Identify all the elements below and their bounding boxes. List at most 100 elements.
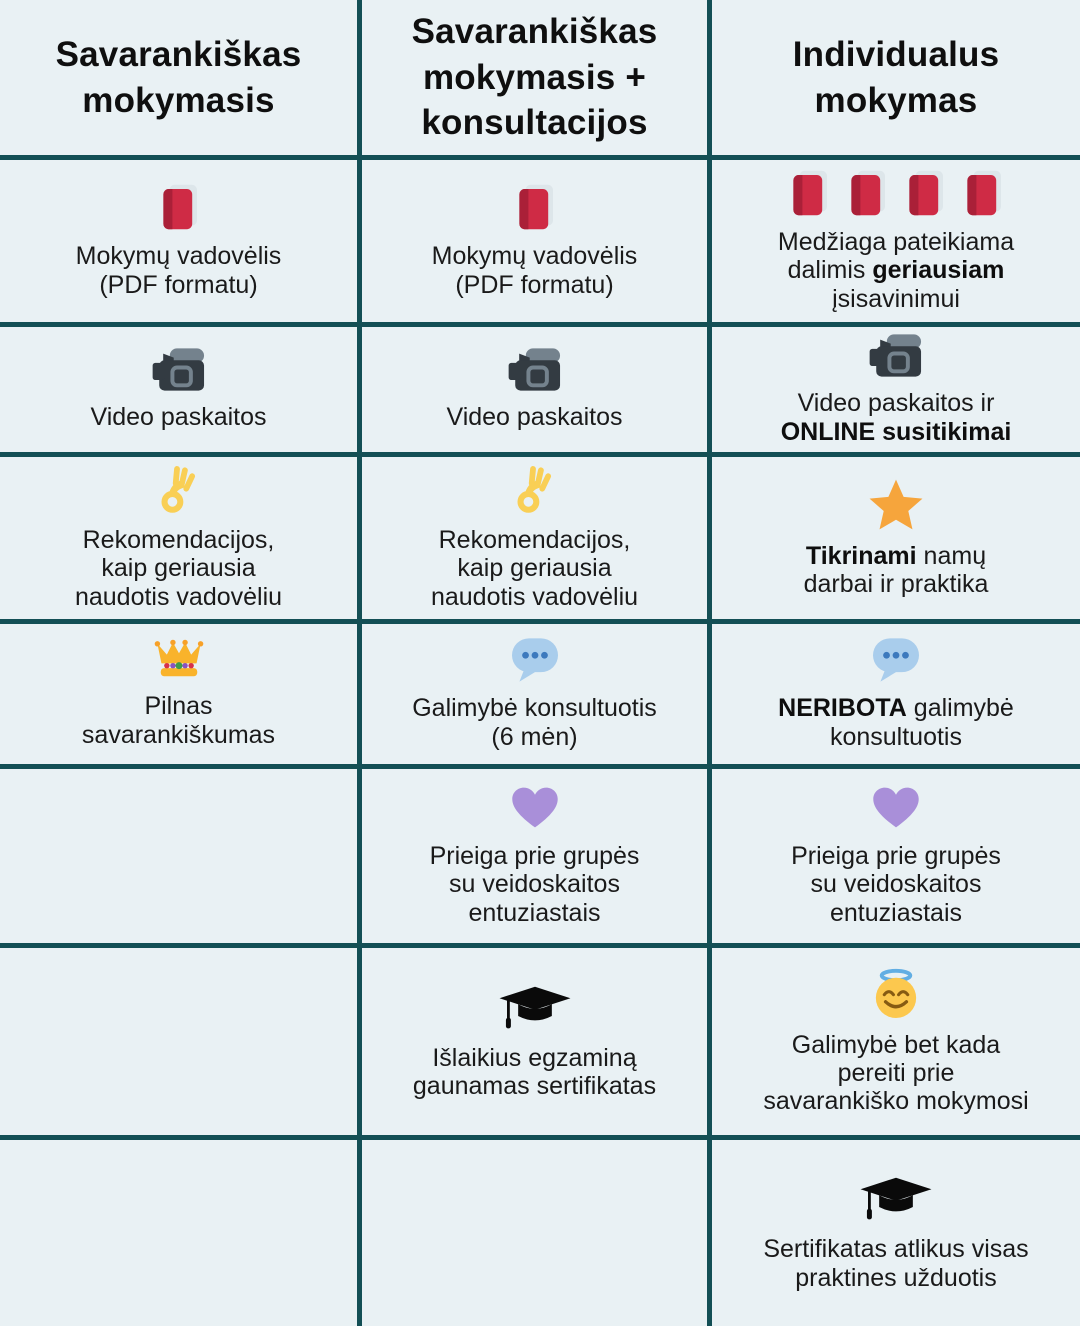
- column-header-individual: Individualus mokymas: [712, 0, 1080, 160]
- graduation-cap-icon: [496, 983, 574, 1033]
- column-header-label: Savarankiškas mokymasis + konsultacijos: [411, 12, 658, 143]
- cell-icons: [496, 983, 574, 1033]
- cell-icons: [509, 785, 561, 831]
- cell-text: Sertifikatas atlikus visas praktines užd…: [763, 1235, 1028, 1292]
- graduation-cap-icon: [857, 1174, 935, 1224]
- cell-text: NERIBOTA galimybė konsultuotis: [778, 694, 1014, 751]
- cell-text-segment: Galimybė konsultuotis (6 mėn): [412, 694, 657, 751]
- closed-book-icon: [961, 169, 1005, 217]
- cell-text: Išlaikius egzaminą gaunamas sertifikatas: [413, 1044, 656, 1101]
- cell-video-individual: Video paskaitos ir ONLINE susitikimai: [712, 327, 1080, 457]
- cell-icons: [867, 333, 925, 378]
- cell-textbook-self-study: Mokymų vadovėlis (PDF formatu): [0, 160, 362, 327]
- cell-icons: [868, 478, 924, 531]
- cell-text-segment: namų darbai ir praktika: [803, 541, 989, 598]
- closed-book-icon: [513, 183, 557, 231]
- ok-hand-icon: [515, 465, 555, 515]
- cell-text: Mokymų vadovėlis (PDF formatu): [432, 242, 638, 299]
- cell-icons: [152, 639, 206, 681]
- cell-text-segment: Medžiaga pateikiama dalimis: [777, 228, 1015, 285]
- cell-text-bold-segment: NERIBOTA: [778, 694, 907, 723]
- cell-consultations-individual: NERIBOTA galimybė konsultuotis: [712, 624, 1080, 769]
- cell-text-segment: Video paskaitos ir: [797, 389, 995, 418]
- cell-textbook-individual: Medžiaga pateikiama dalimis geriausiam į…: [712, 160, 1080, 327]
- cell-icons: [150, 347, 208, 392]
- cell-recommendations-individual: Tikrinami namų darbai ir praktika: [712, 457, 1080, 624]
- column-header-label: Savarankiškas mokymasis: [55, 35, 302, 120]
- cell-text: Rekomendacijos, kaip geriausia naudotis …: [75, 526, 282, 611]
- cell-video-self-study: Video paskaitos: [0, 327, 362, 457]
- cell-video-self-study-consultations: Video paskaitos: [362, 327, 712, 457]
- cell-text-segment: Video paskaitos: [90, 403, 267, 432]
- cell-textbook-self-study-consultations: Mokymų vadovėlis (PDF formatu): [362, 160, 712, 327]
- crown-icon: [152, 639, 206, 681]
- cell-community-self-study: [0, 769, 362, 948]
- cell-text-segment: Prieiga prie grupės su veidoskaitos entu…: [791, 842, 1001, 927]
- cell-text: Video paskaitos ir ONLINE susitikimai: [781, 389, 1012, 446]
- column-header-label: Individualus mokymas: [792, 35, 1000, 120]
- cell-text: Mokymų vadovėlis (PDF formatu): [76, 242, 282, 299]
- closed-book-icon: [157, 183, 201, 231]
- star-icon: [868, 478, 924, 531]
- cell-text: Prieiga prie grupės su veidoskaitos entu…: [791, 842, 1001, 927]
- cell-text: Video paskaitos: [90, 403, 266, 431]
- cell-practice-certificate-self-study-consultations: [362, 1140, 712, 1326]
- cell-text: Rekomendacijos, kaip geriausia naudotis …: [431, 526, 638, 611]
- column-header-self-study: Savarankiškas mokymasis: [0, 0, 362, 160]
- cell-text: Galimybė bet kada pereiti prie savaranki…: [763, 1031, 1028, 1116]
- cell-text-segment: Sertifikatas atlikus visas praktines užd…: [763, 1235, 1029, 1292]
- cell-icons: [857, 1174, 935, 1224]
- cell-icons: [787, 169, 1005, 217]
- cell-text: Galimybė konsultuotis (6 mėn): [412, 694, 657, 751]
- cell-community-self-study-consultations: Prieiga prie grupės su veidoskaitos entu…: [362, 769, 712, 948]
- cell-text-segment: Galimybė bet kada pereiti prie savaranki…: [763, 1030, 1029, 1116]
- cell-text: Tikrinami namų darbai ir praktika: [804, 542, 989, 599]
- cell-recommendations-self-study: Rekomendacijos, kaip geriausia naudotis …: [0, 457, 362, 624]
- cell-text: Video paskaitos: [446, 403, 622, 431]
- cell-practice-certificate-self-study: [0, 1140, 362, 1326]
- cell-icons: [870, 785, 922, 831]
- video-camera-icon: [506, 347, 564, 392]
- cell-text-segment: Mokymų vadovėlis (PDF formatu): [75, 242, 282, 299]
- video-camera-icon: [150, 347, 208, 392]
- cell-text-segment: Rekomendacijos, kaip geriausia naudotis …: [74, 526, 283, 611]
- cell-exam-certificate-self-study-consultations: Išlaikius egzaminą gaunamas sertifikatas: [362, 948, 712, 1140]
- cell-text-segment: įsisavinimui: [832, 284, 960, 313]
- cell-text-segment: galimybė konsultuotis: [829, 694, 1014, 751]
- cell-text-segment: Video paskaitos: [446, 403, 623, 432]
- cell-text-segment: Pilnas savarankiškumas: [81, 692, 276, 749]
- speech-balloon-icon: [509, 637, 561, 683]
- cell-icons: [870, 637, 922, 683]
- ok-hand-icon: [159, 465, 199, 515]
- cell-icons: [159, 465, 199, 515]
- cell-exam-certificate-individual: Galimybė bet kada pereiti prie savaranki…: [712, 948, 1080, 1140]
- cell-text: Medžiaga pateikiama dalimis geriausiam į…: [778, 228, 1014, 313]
- cell-icons: [506, 347, 564, 392]
- cell-consultations-self-study-consultations: Galimybė konsultuotis (6 mėn): [362, 624, 712, 769]
- cell-icons: [513, 183, 557, 231]
- cell-community-individual: Prieiga prie grupės su veidoskaitos entu…: [712, 769, 1080, 948]
- purple-heart-icon: [509, 785, 561, 831]
- cell-text-segment: Prieiga prie grupės su veidoskaitos entu…: [429, 842, 640, 927]
- cell-icons: [509, 637, 561, 683]
- cell-recommendations-self-study-consultations: Rekomendacijos, kaip geriausia naudotis …: [362, 457, 712, 624]
- closed-book-icon: [787, 169, 831, 217]
- closed-book-icon: [903, 169, 947, 217]
- cell-text-bold-segment: ONLINE susitikimai: [780, 417, 1012, 446]
- cell-icons: [157, 183, 201, 231]
- cell-text-bold-segment: Tikrinami: [805, 541, 917, 570]
- purple-heart-icon: [870, 785, 922, 831]
- cell-icons: [870, 968, 922, 1020]
- cell-text-bold-segment: geriausiam: [872, 256, 1005, 285]
- speech-balloon-icon: [870, 637, 922, 683]
- cell-practice-certificate-individual: Sertifikatas atlikus visas praktines užd…: [712, 1140, 1080, 1326]
- column-header-self-study-consultations: Savarankiškas mokymasis + konsultacijos: [362, 0, 712, 160]
- cell-text: Pilnas savarankiškumas: [82, 692, 275, 749]
- cell-text: Prieiga prie grupės su veidoskaitos entu…: [430, 842, 640, 927]
- cell-consultations-self-study: Pilnas savarankiškumas: [0, 624, 362, 769]
- cell-text-segment: Išlaikius egzaminą gaunamas sertifikatas: [412, 1043, 657, 1100]
- cell-text-segment: Mokymų vadovėlis (PDF formatu): [431, 242, 638, 299]
- cell-text-segment: Rekomendacijos, kaip geriausia naudotis …: [430, 526, 639, 611]
- cell-icons: [515, 465, 555, 515]
